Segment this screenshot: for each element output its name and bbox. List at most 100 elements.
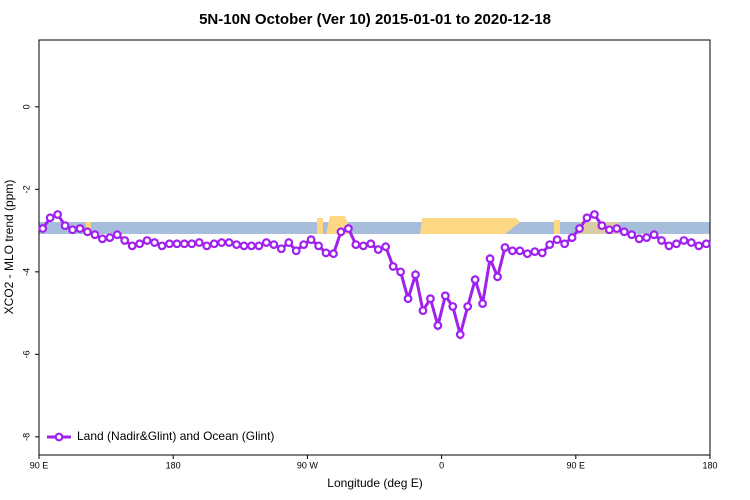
point [463,302,473,311]
point [105,233,115,242]
point [314,241,323,251]
point [358,241,368,251]
point [269,240,279,250]
land-patch [420,218,520,234]
point [232,240,241,250]
land-ocean-band [39,216,710,234]
point [567,233,577,242]
point [112,230,122,240]
y-axis-label: XCO2 - MLO trend (ppm) [2,180,16,315]
y-tick-label: -8 [21,433,31,441]
point [224,238,234,247]
point [522,249,532,259]
plot-frame [38,39,711,456]
x-tick-label: 90 E [567,460,586,470]
point [97,234,107,244]
point [403,294,413,304]
point [590,210,599,219]
ocean-band [39,222,710,234]
point [53,210,63,219]
point [500,243,510,252]
point [411,270,420,280]
point [672,239,681,249]
point [45,213,55,223]
point [68,225,77,235]
x-axis-label: Longitude (deg E) [327,476,422,490]
point [433,321,443,330]
chart-title: 5N-10N October (Ver 10) 2015-01-01 to 20… [199,11,551,28]
point [545,240,555,250]
point [418,306,428,316]
point [291,246,301,256]
point [619,227,629,237]
point [135,239,145,249]
point [306,235,316,245]
y-tick-label: 0 [21,104,31,109]
x-tick-label: 180 [702,460,717,470]
x-tick-label: 180 [166,460,181,470]
point [485,254,495,264]
point [694,241,704,251]
point [470,275,480,285]
point [604,225,614,235]
legend-text: Land (Nadir&Glint) and Ocean (Glint) [77,429,274,443]
point [455,330,465,339]
point [276,244,286,254]
point [642,233,652,242]
point [60,221,70,231]
point [217,238,227,247]
point [344,224,353,233]
point [254,241,264,251]
point [381,242,391,252]
point [679,236,689,245]
point [552,235,562,245]
point [157,241,167,251]
point [478,299,488,309]
point [493,272,502,282]
point [261,238,271,247]
point [247,241,256,251]
point [373,245,383,254]
point [209,239,219,249]
point [127,241,137,251]
x-tick-label: 90 W [297,460,319,470]
land-patch [554,220,560,234]
x-tick-label: 90 E [30,460,49,470]
point [150,238,159,247]
point [440,291,450,301]
point [299,240,309,250]
point [627,230,637,240]
point [38,224,48,233]
point [142,236,152,245]
point [202,241,212,251]
point [83,227,92,237]
point [351,240,361,250]
point [508,246,517,256]
point [388,262,398,271]
point [239,241,249,251]
point [426,294,435,304]
point [448,302,458,311]
point [179,239,189,249]
point [575,224,584,233]
point [515,246,525,256]
y-tick-label: -2 [21,185,31,193]
point [657,236,666,245]
land-patch [317,218,323,234]
point [582,213,592,223]
point [649,230,659,240]
point [329,249,338,259]
y-tick-label: -4 [21,268,31,276]
point [90,230,100,240]
point [560,239,570,249]
x-tick-label: 0 [439,460,444,470]
point [172,239,182,249]
point [701,239,711,249]
point [165,239,174,249]
point [366,239,376,249]
point [120,236,130,245]
point [537,248,547,258]
point [530,247,540,257]
point [187,239,197,249]
